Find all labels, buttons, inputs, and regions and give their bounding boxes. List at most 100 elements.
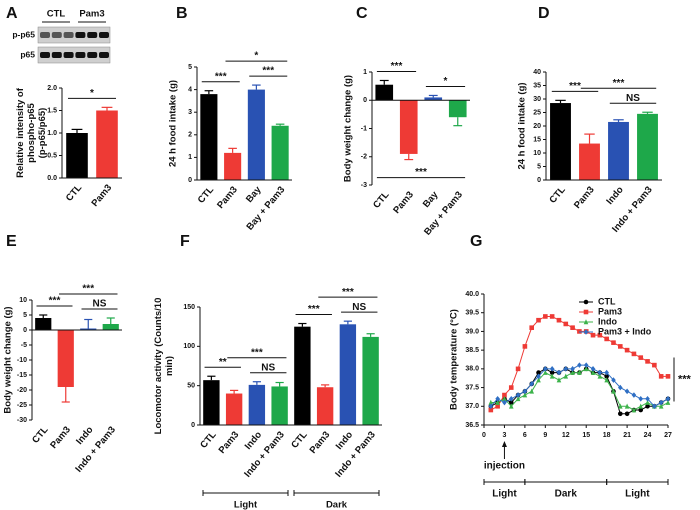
marker: [638, 355, 644, 360]
y-axis-label: Relative intensity ofphospho-p65(p-p65/p…: [15, 87, 48, 178]
marker: [515, 396, 521, 402]
marker: [563, 373, 569, 379]
marker: [570, 369, 575, 375]
marker: [508, 403, 514, 409]
bar: [294, 326, 311, 425]
x-tick-label: CTL: [30, 424, 50, 445]
marker: [488, 399, 494, 405]
x-tick-label: 18: [603, 432, 611, 439]
x-tick-label: 24: [644, 432, 652, 439]
marker: [536, 317, 541, 323]
marker: [577, 329, 582, 334]
marker: [549, 370, 555, 375]
bar: [362, 336, 379, 425]
x-tick-label: 27: [664, 432, 672, 439]
bar: [225, 393, 243, 425]
y-axis-label: Body weight change (g): [343, 75, 354, 182]
marker: [590, 369, 596, 375]
marker: [624, 388, 630, 395]
injection-arrowhead: [501, 441, 507, 447]
marker: [617, 403, 623, 409]
y-tick-label: 40: [533, 69, 541, 76]
series-line: [490, 368, 669, 411]
marker: [549, 373, 555, 379]
marker: [611, 388, 616, 394]
legend-label: Pam3 + Indo: [598, 326, 652, 336]
blot-strip: [37, 46, 111, 64]
blot-band: [40, 32, 50, 38]
panel-letter: A: [6, 5, 18, 22]
panel-letter: G: [470, 233, 482, 250]
marker: [515, 392, 521, 398]
y-axis-label: Locomotor activity (Counts/10min): [153, 298, 175, 435]
comparison-label: **: [219, 357, 227, 368]
y-tick-label: 40.0: [465, 291, 479, 298]
x-tick-label: Indo: [604, 184, 625, 207]
y-tick-label: 37.5: [465, 384, 479, 391]
bar: [57, 330, 74, 387]
x-tick-label: CTL: [198, 429, 218, 450]
y-tick-label: 10: [533, 150, 541, 157]
y-tick-label: 5: [188, 64, 192, 71]
x-tick-label: Indo: [334, 429, 355, 452]
marker: [658, 403, 664, 409]
marker: [583, 309, 589, 315]
marker: [502, 396, 507, 402]
marker: [529, 388, 535, 394]
panel-letter: B: [176, 5, 188, 22]
x-tick-label: CTL: [64, 182, 84, 203]
comparison-label: ***: [613, 78, 625, 89]
marker: [658, 399, 664, 406]
blot-band: [87, 52, 98, 58]
marker: [658, 374, 664, 379]
x-tick-label: 3: [502, 432, 506, 439]
y-axis-label-line: Locomotor activity (Counts/10: [153, 298, 164, 435]
y-tick-label: 0.0: [47, 175, 57, 182]
y-tick-label: 0.5: [47, 152, 57, 159]
marker: [604, 377, 609, 383]
marker: [536, 377, 541, 383]
bar: [200, 94, 218, 180]
x-tick-label: CTL: [371, 189, 391, 210]
comparison-label: NS: [626, 93, 640, 104]
y-tick-label: 4: [188, 86, 192, 93]
legend-label: CTL: [598, 296, 616, 306]
blot-strip: [37, 26, 111, 44]
x-tick-label: 21: [623, 432, 631, 439]
marker: [549, 314, 555, 319]
y-tick-label: 25: [533, 109, 541, 116]
period-label: Light: [625, 489, 650, 500]
y-tick-label: 1: [363, 69, 367, 76]
marker: [665, 374, 671, 379]
marker: [631, 351, 637, 357]
y-axis-label: 24 h food intake (g): [168, 80, 179, 167]
comparison-label: ***: [215, 71, 227, 82]
marker: [665, 396, 671, 402]
comparison-label: ***: [262, 66, 274, 77]
blot-column-label: CTL: [47, 9, 66, 20]
bar: [448, 100, 467, 118]
y-tick-label: 37.0: [465, 403, 479, 410]
marker: [583, 299, 589, 305]
blot-row-label: p65: [20, 49, 35, 59]
blot-row-label: p-p65: [12, 29, 35, 39]
x-tick-label: Pam3: [48, 424, 73, 450]
y-tick-label: 39.0: [465, 328, 479, 335]
marker: [590, 332, 596, 338]
bar: [579, 143, 600, 180]
x-tick-label: Pam3: [572, 184, 597, 210]
y-tick-label: 2: [188, 132, 192, 139]
y-axis-label: Body temperature (°C): [449, 309, 460, 410]
marker: [563, 321, 569, 327]
y-tick-label: 1: [188, 154, 192, 161]
bar: [247, 89, 265, 180]
period-label: Light: [492, 489, 517, 500]
x-tick-label: Pam3: [308, 429, 333, 455]
x-tick-label: CTL: [547, 184, 567, 205]
y-tick-label: 39.5: [465, 310, 479, 317]
bar: [80, 328, 97, 330]
marker: [652, 362, 657, 368]
comparison-label: ***: [251, 347, 263, 358]
y-tick-label: 1.5: [47, 107, 57, 114]
comparison-label: ***: [308, 304, 320, 315]
